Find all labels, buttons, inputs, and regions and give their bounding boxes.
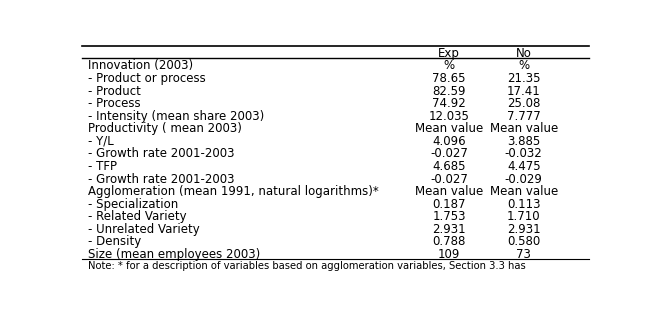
Text: - Product: - Product [88,85,141,98]
Text: 0.788: 0.788 [432,235,466,248]
Text: %: % [518,59,529,72]
Text: 4.475: 4.475 [507,160,541,173]
Text: - Specialization: - Specialization [88,198,178,211]
Text: - Intensity (mean share 2003): - Intensity (mean share 2003) [88,110,264,123]
Text: 0.113: 0.113 [507,198,540,211]
Text: 2.931: 2.931 [432,223,466,236]
Text: 0.580: 0.580 [507,235,540,248]
Text: Note: * for a description of variables based on agglomeration variables, Section: Note: * for a description of variables b… [88,261,526,271]
Text: 109: 109 [438,248,460,261]
Text: - Growth rate 2001-2003: - Growth rate 2001-2003 [88,147,234,160]
Text: - Density: - Density [88,235,141,248]
Text: 4.685: 4.685 [432,160,466,173]
Text: Agglomeration (mean 1991, natural logarithms)*: Agglomeration (mean 1991, natural logari… [88,185,379,198]
Text: 74.92: 74.92 [432,97,466,110]
Text: %: % [443,59,455,72]
Text: 3.885: 3.885 [507,135,540,148]
Text: Mean value: Mean value [490,122,558,135]
Text: - Y/L: - Y/L [88,135,114,148]
Text: -0.029: -0.029 [505,173,543,186]
Text: 21.35: 21.35 [507,72,540,85]
Text: -0.027: -0.027 [430,147,468,160]
Text: 0.187: 0.187 [432,198,466,211]
Text: Innovation (2003): Innovation (2003) [88,59,193,72]
Text: Productivity ( mean 2003): Productivity ( mean 2003) [88,122,242,135]
Text: Mean value: Mean value [415,185,483,198]
Text: -0.032: -0.032 [505,147,543,160]
Text: 17.41: 17.41 [507,85,541,98]
Text: 12.035: 12.035 [429,110,470,123]
Text: 1.753: 1.753 [432,210,466,223]
Text: 1.710: 1.710 [507,210,541,223]
Text: 82.59: 82.59 [432,85,466,98]
Text: Exp: Exp [438,47,460,60]
Text: - Product or process: - Product or process [88,72,205,85]
Text: Size (mean employees 2003): Size (mean employees 2003) [88,248,260,261]
Text: - Process: - Process [88,97,141,110]
Text: - Growth rate 2001-2003: - Growth rate 2001-2003 [88,173,234,186]
Text: 78.65: 78.65 [432,72,466,85]
Text: No: No [516,47,532,60]
Text: - TFP: - TFP [88,160,117,173]
Text: 25.08: 25.08 [507,97,540,110]
Text: 2.931: 2.931 [507,223,541,236]
Text: - Unrelated Variety: - Unrelated Variety [88,223,199,236]
Text: 4.096: 4.096 [432,135,466,148]
Text: 7.777: 7.777 [507,110,541,123]
Text: -0.027: -0.027 [430,173,468,186]
Text: Mean value: Mean value [415,122,483,135]
Text: Mean value: Mean value [490,185,558,198]
Text: - Related Variety: - Related Variety [88,210,186,223]
Text: 73: 73 [516,248,531,261]
